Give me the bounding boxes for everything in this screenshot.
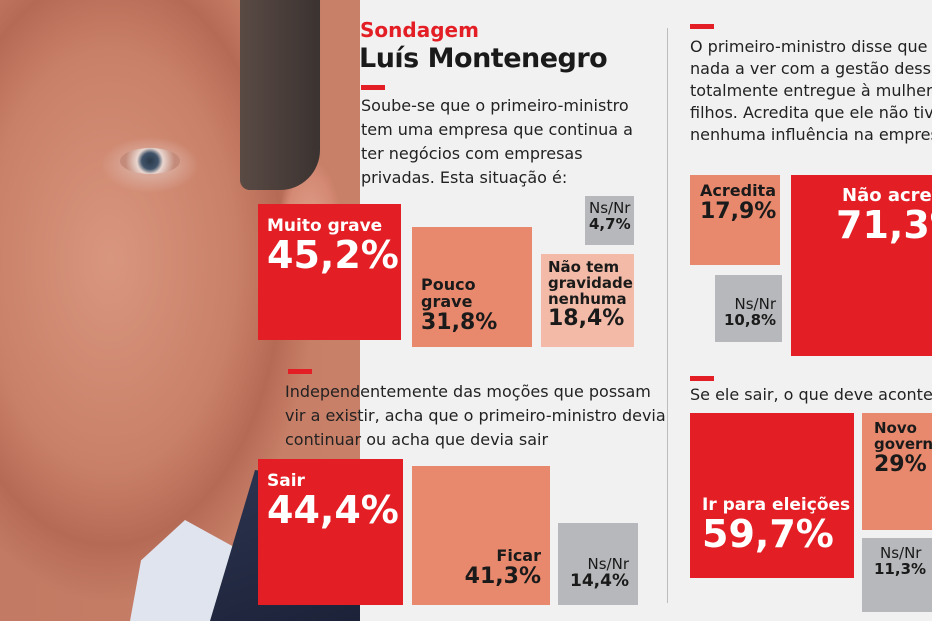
bar-acredita: Acredita 17,9%	[690, 175, 780, 265]
value: 41,3%	[464, 563, 541, 589]
bar-ns-nr: Ns/Nr 14,4%	[558, 523, 638, 605]
question-2: Independentemente das moções que possam …	[285, 380, 666, 452]
value: 31,8%	[421, 309, 498, 335]
section-marker	[361, 85, 385, 90]
value: 4,7%	[589, 214, 631, 233]
label: Pouco grave	[421, 275, 476, 311]
question-line: filhos. Acredita que ele não tive	[690, 103, 932, 122]
question-line: O primeiro-ministro disse que n	[690, 37, 932, 56]
bar-ir-para-eleicoes: Ir para eleições 59,7%	[690, 413, 854, 578]
value: 14,4%	[570, 570, 629, 591]
value: 45,2%	[267, 232, 399, 277]
label: Ns/Nr	[880, 544, 922, 562]
bar-ns-nr: Ns/Nr 4,7%	[585, 196, 634, 245]
bar-nao-acredita: Não acred 71,3%	[791, 175, 932, 356]
question-line: vir a existir, acha que o primeiro-minis…	[285, 406, 666, 425]
bar-muito-grave: Muito grave 45,2%	[258, 204, 401, 340]
label: Ficar	[496, 546, 541, 565]
bar-novo-governo: Novo governo 29%	[862, 413, 932, 530]
question-line: Soube-se que o primeiro-ministro	[361, 96, 629, 115]
label: Não acred	[842, 185, 932, 206]
question-1: Soube-se que o primeiro-ministro tem uma…	[361, 94, 633, 190]
question-line: ter negócios com empresas	[361, 144, 583, 163]
question-line: totalmente entregue à mulher	[690, 81, 932, 100]
page-title: Luís Montenegro	[359, 43, 608, 74]
bar-sair: Sair 44,4%	[258, 459, 403, 605]
value: 11,3%	[874, 559, 927, 578]
question-line: nada a ver com a gestão dessa	[690, 59, 932, 78]
eye	[120, 148, 180, 174]
value: 17,9%	[700, 198, 777, 224]
label: Ns/Nr	[734, 295, 776, 313]
question-line: Se ele sair, o que deve acontece	[690, 385, 932, 404]
value: 59,7%	[702, 511, 834, 556]
hair	[240, 0, 320, 190]
question-line: Independentemente das moções que possam	[285, 382, 651, 401]
question-line: privadas. Esta situação é:	[361, 168, 568, 187]
value: 18,4%	[548, 306, 625, 332]
question-line: tem uma empresa que continua a	[361, 120, 633, 139]
label: Acredita	[700, 181, 776, 200]
label: Não tem gravidade nenhuma	[548, 258, 633, 308]
divider	[667, 28, 668, 603]
bar-pouco-grave: Pouco grave 31,8%	[412, 227, 532, 347]
label: Sair	[267, 471, 305, 491]
value: 44,4%	[267, 487, 399, 532]
label: Novo governo	[874, 419, 932, 453]
label: Ns/Nr	[587, 555, 629, 573]
question-line: continuar ou acha que devia sair	[285, 430, 549, 449]
value: 29%	[874, 451, 927, 477]
section-marker	[690, 24, 714, 29]
question-line: nenhuma influência na empres	[690, 125, 932, 144]
value: 10,8%	[724, 310, 777, 329]
section-marker	[288, 369, 312, 374]
value: 71,3%	[836, 202, 932, 247]
question-3: O primeiro-ministro disse que n nada a v…	[690, 36, 932, 146]
label: Muito grave	[267, 216, 383, 236]
section-marker	[690, 376, 714, 381]
bar-ns-nr: Ns/Nr 10,8%	[715, 275, 782, 342]
kicker: Sondagem	[360, 18, 479, 42]
bar-ns-nr: Ns/Nr 11,3%	[862, 538, 932, 612]
bar-ficar: Ficar 41,3%	[412, 466, 550, 605]
question-4: Se ele sair, o que deve acontece	[690, 383, 932, 407]
label: Ns/Nr	[589, 199, 631, 217]
label: Ir para eleições	[702, 495, 851, 515]
bar-nao-tem-gravidade: Não tem gravidade nenhuma 18,4%	[541, 254, 634, 347]
